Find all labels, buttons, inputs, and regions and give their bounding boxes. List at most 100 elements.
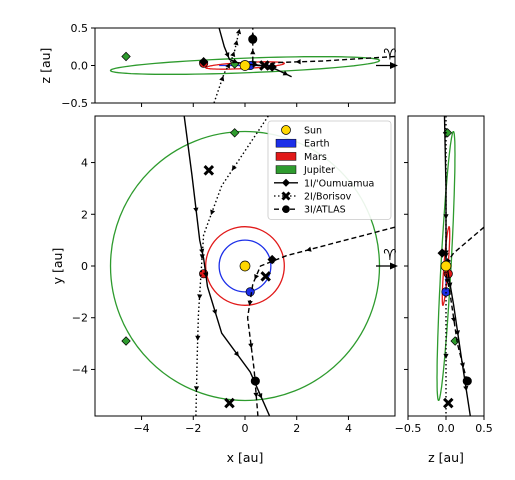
legend-entry-1: Earth xyxy=(275,138,329,150)
xy-projection-panel: ♈ −4 −2 0 2 4 −4 −2 0 2 4 x [au] y [au] xyxy=(50,115,398,465)
legend-label-2: Mars xyxy=(304,152,327,163)
2i-borisov-trajectory-xy xyxy=(195,116,269,416)
1i-oumuamua-xy-arrow-4 xyxy=(212,309,218,315)
xz-projection-panel: ♈ −0.5 0.0 0.5 z [au] xyxy=(38,22,398,110)
3i-atlas-zy-arrow-3 xyxy=(451,317,457,323)
1i-oumuamua-marker-xz-0 xyxy=(198,57,209,67)
legend: Sun Earth Mars Jupiter 1I/'Oumuamua 2I/Boriso… xyxy=(267,120,392,220)
vernal-equinox-top-arrowhead xyxy=(390,62,398,69)
vernal-equinox-top-symbol: ♈ xyxy=(383,46,396,64)
3i-atlas-xz-arrow-1 xyxy=(295,59,301,65)
3i-atlas-xy-arrow-3 xyxy=(254,274,260,280)
legend-label-4: 1I/'Oumuamua xyxy=(304,178,374,189)
3i-atlas-trajectory-zy xyxy=(443,226,484,383)
1i-oumuamua-xz-arrow-6 xyxy=(282,70,289,76)
2i-borisov-xz-arrow-2 xyxy=(225,63,231,69)
jupiter-position-xy-2 xyxy=(229,128,240,138)
xy-ytick-label-3: 2 xyxy=(81,208,88,221)
zy-xtick-label-2: 0.5 xyxy=(475,422,493,435)
xz-ytick-label-0: −0.5 xyxy=(61,97,88,110)
vernal-equinox-main-arrowhead xyxy=(390,262,398,270)
2i-borisov-marker-xy-0 xyxy=(260,271,271,282)
2i-borisov-xy-arrow-1 xyxy=(231,164,237,171)
zy-xlabel: z [au] xyxy=(428,450,464,465)
1i-oumuamua-zy-arrow-5 xyxy=(463,385,469,392)
legend-swatch-1 xyxy=(275,138,297,148)
2i-borisov-xz-arrow-4 xyxy=(233,40,239,46)
zy-plot-area xyxy=(436,116,484,416)
sun-marker-xz xyxy=(239,60,251,71)
legend-label-6: 3I/ATLAS xyxy=(304,205,346,216)
2i-borisov-xz-arrow-5 xyxy=(236,28,242,35)
xy-xtick-label-0: −4 xyxy=(133,422,149,435)
legend-entry-0: Sun xyxy=(281,125,322,137)
xy-xlabel: x [au] xyxy=(227,450,264,465)
xy-ytick-label-2: 0 xyxy=(81,260,88,273)
1i-oumuamua-xy-arrow-5 xyxy=(233,351,239,357)
3i-atlas-xy-arrow-1 xyxy=(306,246,312,252)
2i-borisov-marker-zy-0 xyxy=(443,397,454,409)
2i-borisov-xy-arrow-6 xyxy=(193,386,200,392)
legend-label-5: 2I/Borisov xyxy=(304,192,352,203)
xy-ytick-label-4: 4 xyxy=(81,157,88,170)
sun-marker-xy xyxy=(239,260,251,272)
3i-atlas-marker-zy-0 xyxy=(462,376,472,386)
3i-atlas-zy-arrow-2 xyxy=(444,278,450,284)
xy-ytick-label-1: −2 xyxy=(72,312,88,325)
3i-atlas-marker-xy-0 xyxy=(250,376,260,386)
1i-oumuamua-xz-arrow-1 xyxy=(224,52,230,58)
legend-entry-6: 3I/ATLAS xyxy=(274,205,346,216)
3i-atlas-marker-xz-0 xyxy=(248,34,258,44)
3i-atlas-xy-arrow-5 xyxy=(248,343,254,349)
2i-borisov-xy-arrow-3 xyxy=(199,254,205,260)
2i-borisov-xy-arrow-5 xyxy=(195,335,201,341)
1i-oumuamua-marker-zy-0 xyxy=(437,248,447,258)
2i-borisov-xz-arrow-3 xyxy=(230,51,236,57)
zy-xtick-label-1: 0.0 xyxy=(437,422,455,435)
zy-xtick-label-0: −0.5 xyxy=(395,422,422,435)
1i-oumuamua-trajectory-xy xyxy=(183,116,271,416)
legend-entry-3: Jupiter xyxy=(275,165,335,176)
2i-borisov-marker-xy-1 xyxy=(203,165,215,176)
legend-label-3: Jupiter xyxy=(303,165,335,176)
legend-box xyxy=(267,120,392,220)
3i-atlas-xy-arrow-6 xyxy=(253,392,259,398)
xz-ylabel: z [au] xyxy=(38,48,53,84)
xy-xtick-label-4: 4 xyxy=(345,422,352,435)
legend-swatch-3 xyxy=(275,165,297,174)
zy-projection-panel: −0.5 0.0 0.5 z [au] xyxy=(395,115,493,465)
legend-marker-5 xyxy=(281,191,291,201)
legend-swatch-2 xyxy=(275,152,297,161)
3i-atlas-trajectory-xy xyxy=(246,226,395,416)
legend-swatch-0 xyxy=(281,125,291,135)
sun-marker-zy xyxy=(440,260,452,272)
xy-xtick-label-3: 2 xyxy=(293,422,300,435)
xz-plot-area xyxy=(109,28,395,103)
xy-ylabel: y [au] xyxy=(50,248,65,285)
xy-ytick-label-0: −4 xyxy=(72,363,88,376)
earth-position-xy-0 xyxy=(245,287,255,297)
2i-borisov-xz-arrow-1 xyxy=(219,75,225,82)
xz-ytick-label-1: 0.0 xyxy=(71,60,89,73)
xy-xtick-label-1: −2 xyxy=(185,422,201,435)
3i-atlas-xy-arrow-2 xyxy=(268,258,275,264)
2i-borisov-xy-arrow-2 xyxy=(210,209,216,216)
legend-entry-5: 2I/Borisov xyxy=(274,191,352,203)
2i-borisov-trajectory-xz xyxy=(213,28,241,103)
vernal-equinox-main-symbol: ♈ xyxy=(383,246,396,264)
mars-orbit-xy xyxy=(205,226,285,306)
1i-oumuamua-xz-arrow-2 xyxy=(232,58,239,64)
2i-borisov-zy-arrow-2 xyxy=(443,353,449,359)
legend-entry-4: 1I/'Oumuamua xyxy=(274,178,374,189)
legend-label-1: Earth xyxy=(304,139,329,150)
legend-marker-4 xyxy=(282,178,290,187)
1i-oumuamua-xy-arrow-2 xyxy=(199,248,205,255)
3i-atlas-xz-arrow-4 xyxy=(250,49,256,55)
xz-ytick-label-2: 0.5 xyxy=(71,22,89,35)
3i-atlas-xz-arrow-3 xyxy=(251,60,257,66)
3i-atlas-xz-arrow-2 xyxy=(263,61,269,67)
1i-oumuamua-xy-arrow-1 xyxy=(193,207,199,213)
xy-xtick-label-2: 0 xyxy=(242,422,249,435)
2i-borisov-xy-arrow-4 xyxy=(197,294,203,300)
earth-orbit-xy xyxy=(218,239,272,293)
